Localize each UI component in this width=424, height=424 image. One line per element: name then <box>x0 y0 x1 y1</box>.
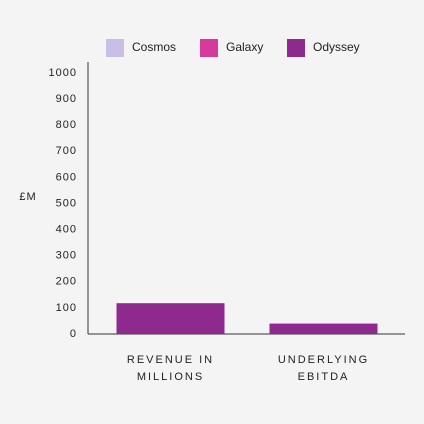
legend-label: Galaxy <box>226 40 263 54</box>
y-tick-label: 400 <box>56 224 77 236</box>
y-tick-label: 500 <box>56 197 77 209</box>
y-tick-label: 0 <box>70 328 77 340</box>
legend-label: Cosmos <box>132 40 176 54</box>
y-tick-label: 700 <box>56 145 77 157</box>
x-tick-label: REVENUE IN MILLIONS <box>126 354 215 383</box>
y-tick-label: 100 <box>56 302 77 314</box>
y-tick-label: 300 <box>56 250 77 262</box>
legend-swatch <box>287 39 305 57</box>
y-axis-label: £M <box>19 191 36 203</box>
y-tick-label: 800 <box>56 119 77 131</box>
y-tick-label: 200 <box>56 276 77 288</box>
legend-label: Odyssey <box>313 40 360 54</box>
y-tick-label: 600 <box>56 171 77 183</box>
legend-swatch <box>106 39 124 57</box>
y-tick-label: 1000 <box>49 67 77 79</box>
legend-swatch <box>200 39 218 57</box>
bar <box>116 303 225 334</box>
y-tick-label: 900 <box>56 93 77 105</box>
bar <box>269 323 378 334</box>
x-tick-label: UNDERLYING EBITDA <box>277 354 370 383</box>
